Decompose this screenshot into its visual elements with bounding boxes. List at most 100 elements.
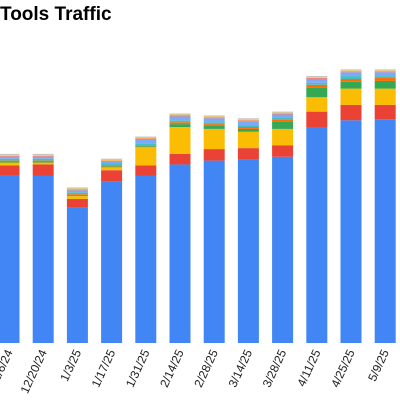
bar-segment-11-3 bbox=[374, 80, 396, 89]
bar-segment-9-3 bbox=[306, 87, 328, 98]
x-tick-label: 1/31/25 bbox=[123, 347, 153, 389]
bar-segment-2-2 bbox=[66, 196, 88, 199]
bar-segment-10-6 bbox=[340, 72, 362, 77]
bar-segment-11-6 bbox=[374, 72, 396, 77]
bar-segment-5-8 bbox=[169, 114, 191, 116]
chart-title: Tools Traffic bbox=[0, 4, 112, 25]
bar-segment-8-3 bbox=[272, 121, 294, 129]
x-tick-label: 2/28/25 bbox=[191, 347, 221, 389]
bar-segment-9-4 bbox=[306, 84, 328, 88]
bar-segment-2-5 bbox=[66, 192, 88, 195]
bar-segment-7-7 bbox=[237, 120, 259, 122]
x-tick-label: 1/17/25 bbox=[89, 347, 119, 389]
bar-segment-5-4 bbox=[169, 122, 191, 125]
bar-segment-1-8 bbox=[32, 154, 54, 156]
bar-segment-6-5 bbox=[203, 122, 225, 125]
bar-segment-8-9 bbox=[272, 111, 294, 113]
bar-segment-6-9 bbox=[203, 115, 225, 117]
bar-segment-6-1 bbox=[203, 149, 225, 161]
bar-segment-3-6 bbox=[101, 161, 123, 164]
bar-segment-10-2 bbox=[340, 88, 362, 105]
x-tick-label: 1/3/25 bbox=[57, 347, 84, 383]
bar-segment-7-6 bbox=[237, 121, 259, 126]
bar-segment-11-0 bbox=[374, 119, 396, 343]
bar-segment-7-0 bbox=[237, 159, 259, 343]
bar-segment-2-4 bbox=[66, 194, 88, 196]
bar-segment-8-0 bbox=[272, 156, 294, 343]
bar-segment-6-8 bbox=[203, 116, 225, 118]
bar-segment-1-7 bbox=[32, 155, 54, 157]
bar-segment-1-5 bbox=[32, 158, 54, 161]
bar-segment-1-0 bbox=[32, 175, 54, 343]
bar-segment-10-5 bbox=[340, 76, 362, 79]
x-tick-label: 4/11/25 bbox=[294, 347, 323, 389]
bar-segment-6-6 bbox=[203, 118, 225, 123]
bar-segment-3-8 bbox=[101, 159, 123, 161]
bar-segment-1-4 bbox=[32, 160, 54, 162]
bar-segment-6-2 bbox=[203, 128, 225, 150]
bar-segment-4-0 bbox=[135, 175, 157, 343]
bar-segment-7-2 bbox=[237, 131, 259, 149]
bar-segment-8-1 bbox=[272, 145, 294, 157]
bar-segment-4-5 bbox=[135, 143, 157, 146]
bar-segment-6-0 bbox=[203, 160, 225, 343]
bar-segment-2-0 bbox=[66, 207, 88, 343]
x-tick-label: 1/6/24 bbox=[0, 347, 16, 383]
bar-segment-0-9 bbox=[0, 153, 20, 155]
bar-segment-2-9 bbox=[66, 187, 88, 189]
bar-segment-7-1 bbox=[237, 148, 259, 160]
bar-segment-9-9 bbox=[306, 76, 328, 78]
bar-segment-8-4 bbox=[272, 119, 294, 122]
bar-segment-4-2 bbox=[135, 147, 157, 166]
x-tick-label: 12/20/24 bbox=[17, 347, 50, 396]
bar-segment-9-1 bbox=[306, 111, 328, 127]
bar-segment-7-8 bbox=[237, 119, 259, 121]
bar-segment-11-7 bbox=[374, 71, 396, 73]
x-tick-label: 3/14/25 bbox=[226, 347, 256, 389]
bar-segment-1-3 bbox=[32, 161, 54, 163]
bar-segment-0-0 bbox=[0, 175, 20, 343]
bar-segment-0-6 bbox=[0, 156, 20, 159]
bar-segment-10-7 bbox=[340, 71, 362, 73]
bar-segment-10-3 bbox=[340, 81, 362, 89]
bar-segment-9-8 bbox=[306, 77, 328, 79]
bar-segment-0-5 bbox=[0, 158, 20, 161]
bar-segment-11-4 bbox=[374, 78, 396, 81]
x-tick-label: 5/9/25 bbox=[365, 347, 392, 383]
bar-segment-3-2 bbox=[101, 167, 123, 171]
bar-segment-4-1 bbox=[135, 165, 157, 176]
bar-segment-3-9 bbox=[101, 158, 123, 160]
bar-segment-5-6 bbox=[169, 116, 191, 121]
bar-segment-7-9 bbox=[237, 118, 259, 120]
bar-segment-1-2 bbox=[32, 162, 54, 165]
bar-segment-5-7 bbox=[169, 115, 191, 117]
bar-segment-5-5 bbox=[169, 120, 191, 123]
bar-segment-10-0 bbox=[340, 120, 362, 343]
bar-segment-3-4 bbox=[101, 165, 123, 167]
bar-segment-2-1 bbox=[66, 199, 88, 208]
bar-segment-9-5 bbox=[306, 82, 328, 85]
bar-segment-10-1 bbox=[340, 104, 362, 121]
bar-segment-8-2 bbox=[272, 128, 294, 146]
bar-segment-11-2 bbox=[374, 88, 396, 105]
bar-segment-11-1 bbox=[374, 104, 396, 120]
bar-segment-9-7 bbox=[306, 78, 328, 79]
bar-segment-3-1 bbox=[101, 170, 123, 182]
bar-segment-6-4 bbox=[203, 124, 225, 127]
bar-segment-10-9 bbox=[340, 69, 362, 71]
bar-segment-3-3 bbox=[101, 166, 123, 168]
bar-segment-2-8 bbox=[66, 188, 88, 190]
bar-segment-6-7 bbox=[203, 117, 225, 119]
bar-segment-7-3 bbox=[237, 128, 259, 132]
bar-segment-3-0 bbox=[101, 181, 123, 343]
bar-segment-10-8 bbox=[340, 70, 362, 72]
bar-segment-2-3 bbox=[66, 195, 88, 197]
bar-segment-8-8 bbox=[272, 112, 294, 114]
bar-segment-5-3 bbox=[169, 124, 191, 127]
x-tick-label: 3/28/25 bbox=[260, 347, 290, 389]
x-tick-label: 4/25/25 bbox=[328, 347, 358, 389]
bar-segment-9-6 bbox=[306, 79, 328, 83]
bar-segment-1-6 bbox=[32, 156, 54, 159]
